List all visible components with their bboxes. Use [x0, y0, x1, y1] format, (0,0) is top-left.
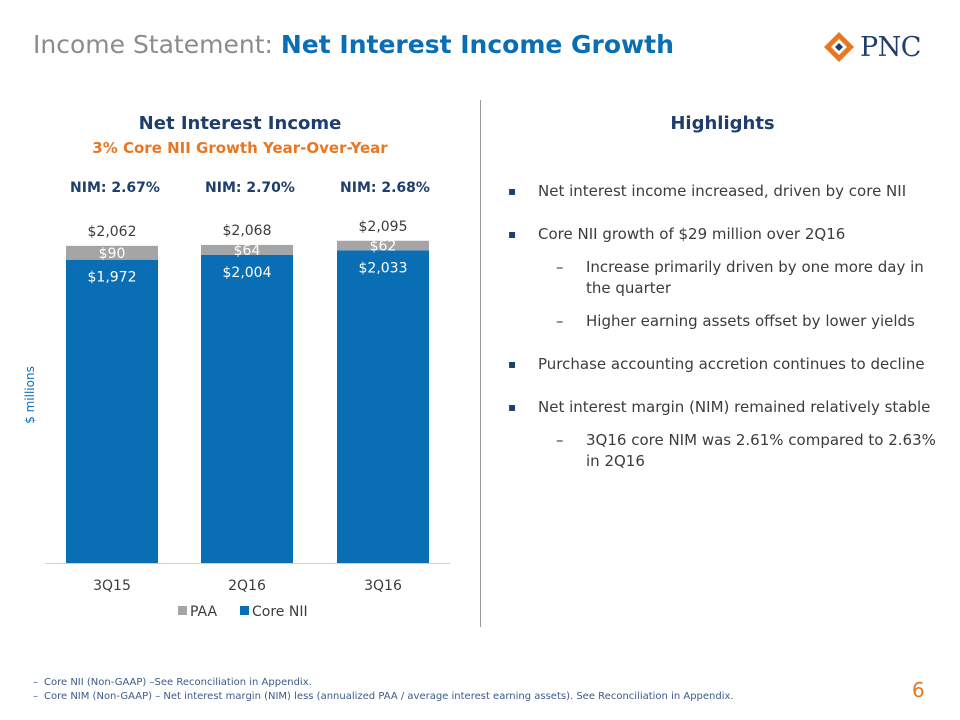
title-main: Net Interest Income Growth — [280, 30, 674, 59]
dash-bullet-icon: – — [556, 431, 564, 449]
highlight-text: 3Q16 core NIM was 2.61% compared to 2.63… — [586, 431, 936, 470]
square-bullet-icon: ▪ — [508, 400, 517, 414]
highlight-subitem: – Increase primarily driven by one more … — [508, 257, 948, 299]
highlight-text: Increase primarily driven by one more da… — [586, 258, 924, 297]
legend-swatch — [178, 606, 187, 615]
bar-paa — [201, 244, 293, 255]
footnote: – Core NII (Non-GAAP) –See Reconciliation… — [33, 677, 312, 688]
data-label-core-nii: $2,033 — [359, 260, 408, 276]
nim-label-2q16: NIM: 2.70% — [205, 180, 295, 196]
highlight-item: ▪ Net interest margin (NIM) remained rel… — [508, 397, 948, 418]
data-label-paa: $64 — [234, 243, 261, 259]
data-label-core-nii: $2,004 — [223, 265, 272, 281]
bar-core-nii — [201, 254, 293, 563]
pnc-logo: PNC — [822, 30, 921, 64]
x-tick-label: 3Q15 — [93, 578, 131, 594]
x-tick-label: 3Q16 — [364, 578, 402, 594]
bar-paa — [337, 240, 429, 251]
dash-bullet-icon: – — [556, 258, 564, 276]
data-label-paa: $90 — [99, 246, 126, 262]
highlight-item: ▪ Purchase accounting accretion continue… — [508, 354, 948, 375]
bar-core-nii — [337, 250, 429, 563]
highlight-text: Purchase accounting accretion continues … — [538, 355, 925, 373]
square-bullet-icon: ▪ — [508, 184, 517, 198]
slide-title: Income Statement: Net Interest Income Gr… — [33, 30, 674, 59]
data-label-total: $2,062 — [88, 224, 137, 240]
title-prefix: Income Statement: — [33, 30, 273, 59]
data-label-total: $2,095 — [359, 219, 408, 235]
data-label-total: $2,068 — [223, 223, 272, 239]
legend-label: Core NII — [252, 604, 308, 620]
pnc-logo-icon — [824, 32, 854, 62]
highlight-subitem: – Higher earning assets offset by lower … — [508, 311, 948, 332]
data-label-core-nii: $1,972 — [88, 270, 137, 286]
x-tick-label: 2Q16 — [228, 578, 266, 594]
legend-swatch — [240, 606, 249, 615]
highlight-text: Net interest margin (NIM) remained relat… — [538, 398, 931, 416]
highlights-title: Highlights — [670, 113, 775, 134]
highlight-text: Core NII growth of $29 million over 2Q16 — [538, 225, 846, 243]
bar-core-nii — [66, 259, 158, 563]
legend-label: PAA — [190, 604, 218, 620]
highlights-list: ▪ Net interest income increased, driven … — [508, 181, 948, 484]
highlight-text: Higher earning assets offset by lower yi… — [586, 312, 915, 330]
column-divider — [480, 100, 481, 627]
bar-chart: $1,972 $90 $2,062 3Q15 $2,004 $64 $2,068 2Q16 $2… — [45, 219, 450, 620]
highlight-text: Net interest income increased, driven by… — [538, 182, 907, 200]
footnote: – Core NIM (Non-GAAP) – Net interest marg… — [33, 691, 734, 702]
highlight-item: ▪ Net interest income increased, driven … — [508, 181, 948, 202]
nim-label-3q16: NIM: 2.68% — [340, 180, 430, 196]
page-number: 6 — [912, 678, 925, 702]
bar-paa — [66, 245, 158, 260]
highlight-item: ▪ Core NII growth of $29 million over 2Q… — [508, 224, 948, 245]
dash-bullet-icon: – — [556, 312, 564, 330]
logo-text: PNC — [860, 31, 921, 63]
chart-title: Net Interest Income — [138, 113, 342, 134]
highlight-subitem: – 3Q16 core NIM was 2.61% compared to 2.… — [508, 430, 948, 472]
square-bullet-icon: ▪ — [508, 227, 517, 241]
square-bullet-icon: ▪ — [508, 357, 517, 371]
footnotes: – Core NII (Non-GAAP) –See Reconciliation… — [33, 676, 734, 704]
data-label-paa: $62 — [370, 239, 397, 255]
nim-label-3q15: NIM: 2.67% — [70, 180, 160, 196]
chart-subtitle: 3% Core NII Growth Year-Over-Year — [92, 139, 388, 157]
